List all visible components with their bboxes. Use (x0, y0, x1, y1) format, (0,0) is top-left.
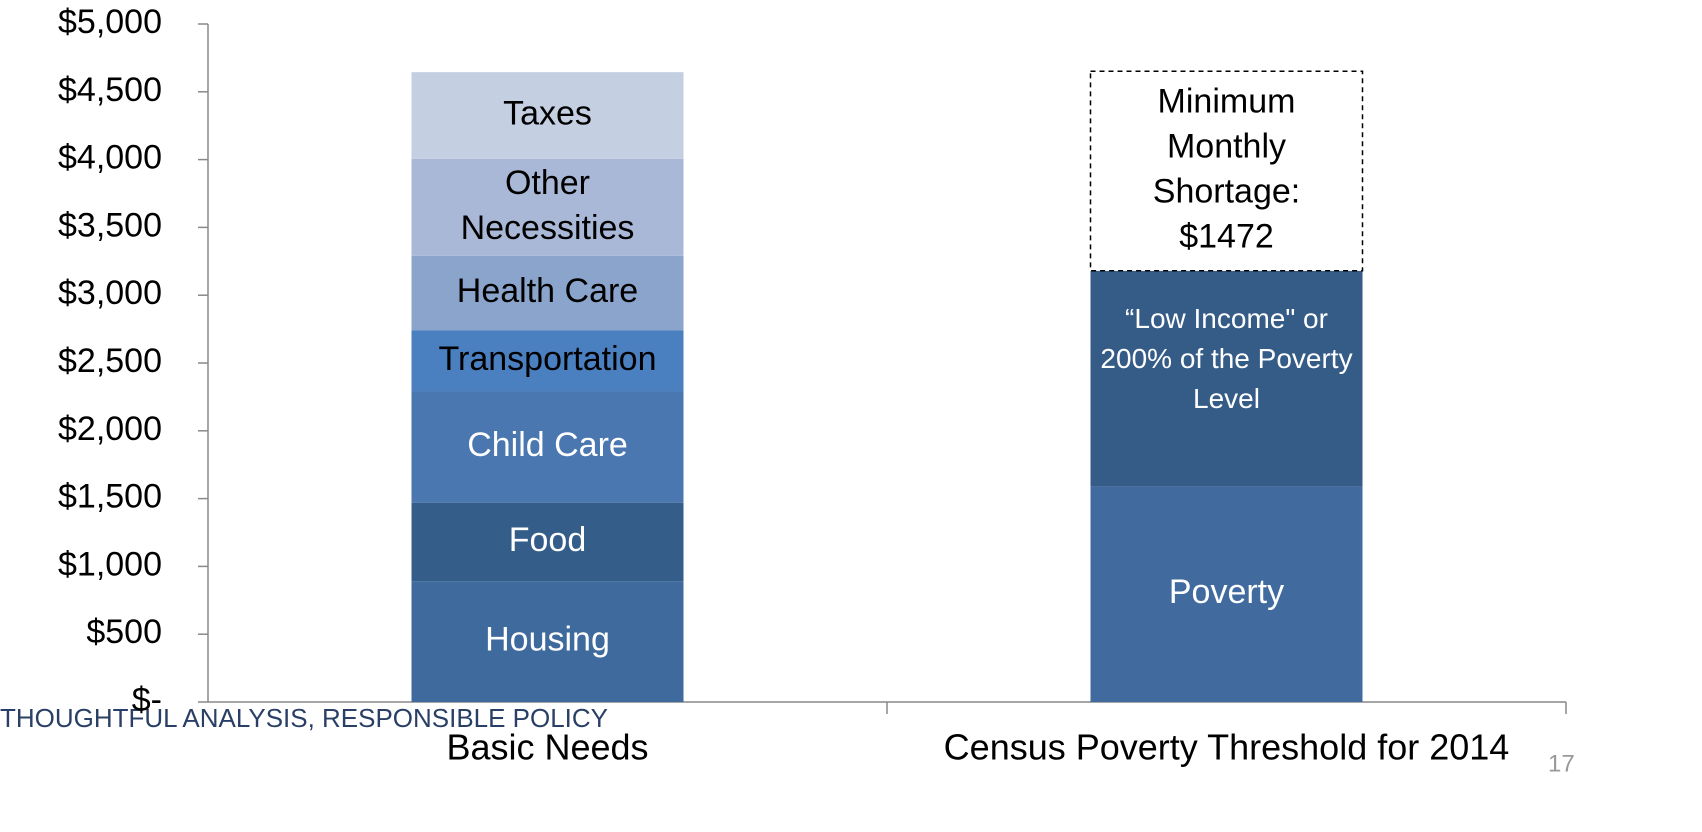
y-tick-label: $2,000 (58, 410, 162, 448)
value-label: $1472 (1179, 217, 1274, 255)
bar-segment (1089, 70, 1364, 272)
bar-segment (411, 502, 684, 582)
y-tick-label: $4,500 (58, 71, 162, 109)
bar-segment (411, 158, 684, 256)
y-tick-label: $3,000 (58, 274, 162, 312)
segment-label: Transportation (439, 340, 657, 378)
x-tick-label: Census Poverty Threshold for 2014 (944, 727, 1510, 768)
page-number: 17 (1548, 750, 1575, 777)
y-tick-label: $5,000 (58, 3, 162, 41)
y-tick-label: $4,000 (58, 139, 162, 177)
y-tick-label: $2,500 (58, 342, 162, 380)
y-tick-label: $- (132, 681, 162, 719)
bar-segment (411, 330, 684, 392)
footer: THOUGHTFUL ANALYSIS, RESPONSIBLE POLICY (0, 703, 608, 733)
segment-label: Taxes (503, 95, 592, 133)
segment-label: Housing (485, 621, 610, 659)
bar-segment (411, 391, 684, 503)
bar-segment (411, 581, 684, 702)
bar-segment (411, 255, 684, 331)
segment-label: Minimum Monthly Shortage: (1153, 82, 1300, 210)
y-tick-label: $500 (86, 613, 162, 651)
x-tick-label: Basic Needs (446, 727, 648, 768)
y-tick-label: $3,500 (58, 206, 162, 244)
bar-segment (1090, 486, 1363, 702)
y-tick-label: $1,500 (58, 478, 162, 516)
y-tick-label: $1,000 (58, 545, 162, 583)
segment-label: Child Care (467, 426, 628, 464)
segment-label: “Low Income" or 200% of the Poverty Level (1100, 303, 1352, 414)
segment-label: Health Care (457, 272, 638, 310)
segment-label: Poverty (1169, 573, 1284, 611)
bar-segment (1090, 270, 1363, 487)
bar-segment (411, 72, 684, 159)
segment-label: Food (509, 521, 587, 559)
segment-label: Other Necessities (461, 164, 635, 247)
